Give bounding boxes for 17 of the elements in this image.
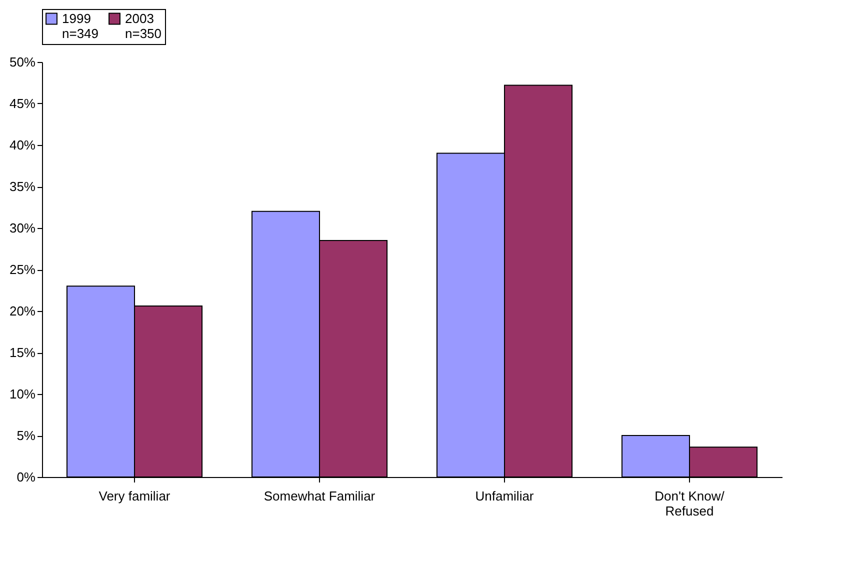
legend-label: 2003 n=350 (125, 10, 162, 41)
y-tick-label: 25% (9, 262, 36, 277)
x-tick-label: Very familiar (98, 488, 171, 504)
y-tick-label: 35% (9, 179, 36, 194)
x-tick-label: Don't Know/ Refused (654, 488, 725, 518)
legend-label: 1999 n=349 (62, 10, 99, 41)
y-tick-label: 45% (9, 96, 36, 111)
y-tick-label: 40% (9, 138, 36, 152)
x-tick-label: Somewhat Familiar (264, 488, 376, 504)
y-tick-label: 0% (16, 470, 36, 484)
y-tick-label: 5% (16, 428, 36, 443)
y-tick-label: 10% (9, 386, 36, 402)
y-tick-label: 50% (9, 54, 36, 70)
x-tick-label: Unfamiliar (475, 488, 534, 504)
y-tick-label: 20% (9, 304, 36, 318)
y-tick-label: 30% (9, 220, 36, 236)
y-tick-label: 15% (9, 345, 36, 360)
